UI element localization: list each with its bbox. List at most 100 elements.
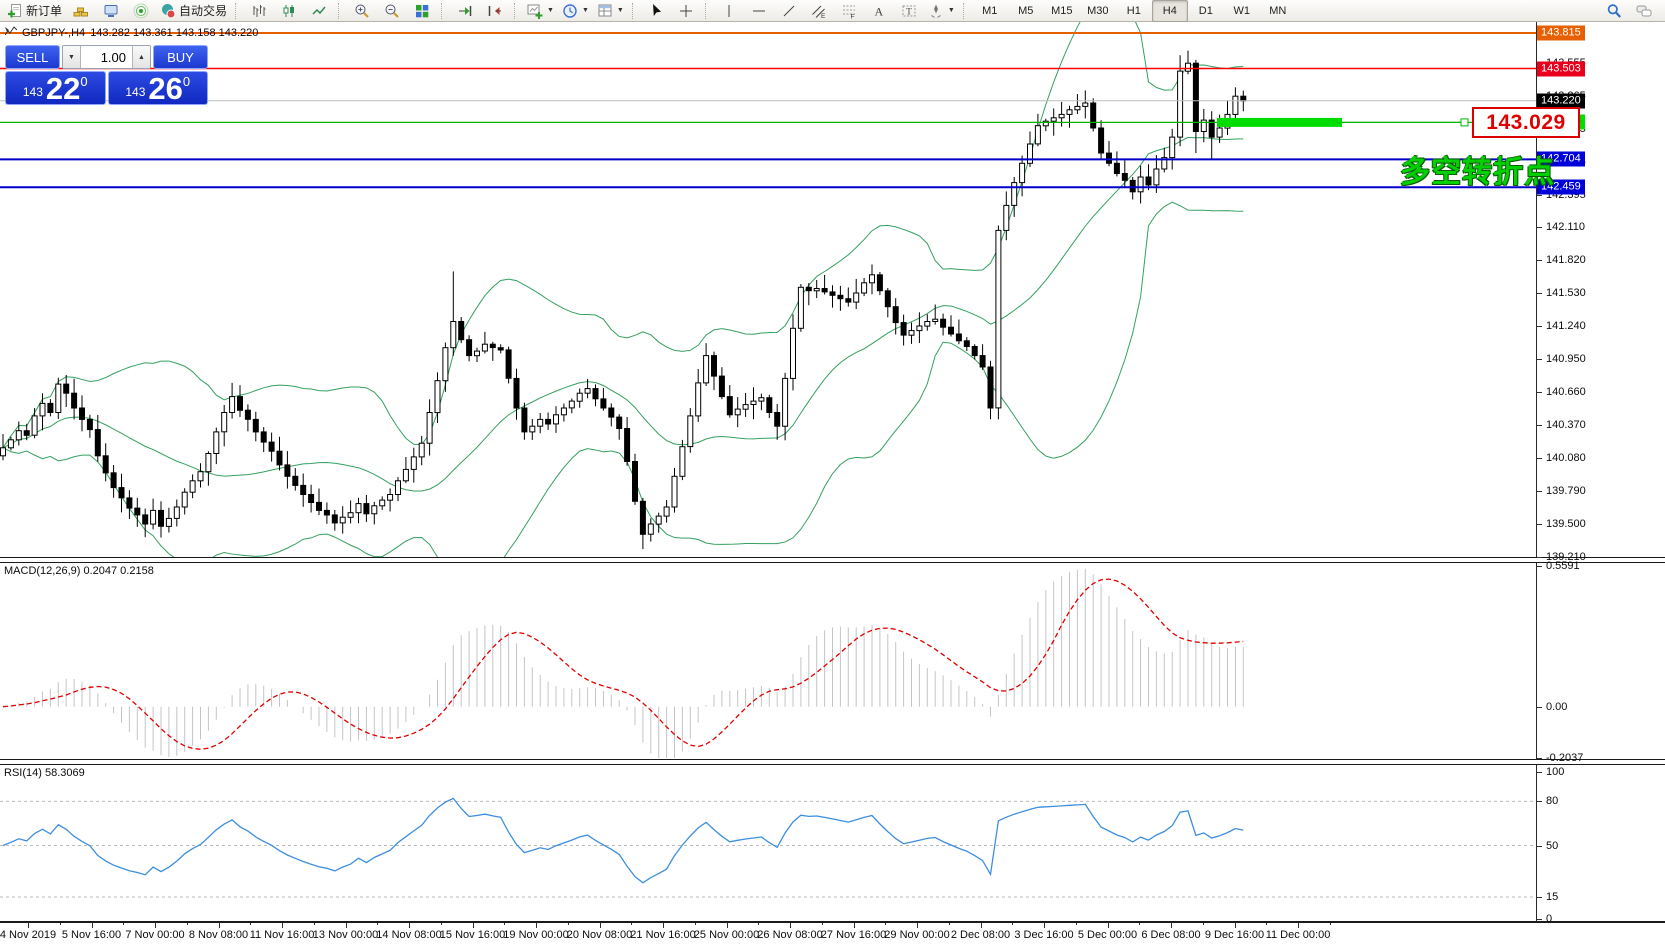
time-axis-label: 2 Dec 08:00 bbox=[950, 929, 1011, 941]
label-button[interactable]: T bbox=[894, 0, 924, 22]
timeframe-w1-button[interactable]: W1 bbox=[1233, 4, 1251, 17]
chart-title: GBPJPY-,H4 143.282 143.361 143.158 143.2… bbox=[4, 26, 258, 39]
cursor-icon bbox=[648, 3, 664, 19]
new-chart-button[interactable]: ▼ bbox=[523, 0, 558, 22]
time-axis-label: 29 Nov 00:00 bbox=[884, 929, 950, 941]
price-callout-143029[interactable]: 143.029 bbox=[1472, 107, 1580, 138]
text-a-icon: A bbox=[871, 3, 887, 19]
chevron-down-icon: ▼ bbox=[547, 7, 554, 14]
sell-price-display[interactable]: 143 22 0 bbox=[5, 71, 106, 105]
tline-button[interactable] bbox=[774, 0, 804, 22]
timeframe-m5-button[interactable]: M5 bbox=[1018, 4, 1034, 17]
price-tick-mark bbox=[1537, 326, 1542, 327]
buy-price-display[interactable]: 143 26 0 bbox=[107, 71, 208, 105]
macd-panel-separator[interactable] bbox=[0, 557, 1665, 563]
sell-button[interactable]: SELL bbox=[5, 45, 60, 69]
time-tick-major bbox=[1234, 923, 1236, 928]
timeframe-d1-button[interactable]: D1 bbox=[1198, 4, 1213, 17]
line-chart-button[interactable] bbox=[304, 0, 334, 22]
timeframe-mn-button[interactable]: MN bbox=[1269, 4, 1287, 17]
zoom-in-icon bbox=[354, 3, 370, 19]
price-tick-label: 141.530 bbox=[1546, 287, 1586, 299]
auto-scroll-button[interactable] bbox=[480, 0, 510, 22]
rsi-tick-mark bbox=[1537, 801, 1542, 803]
shapes-icon bbox=[928, 3, 944, 19]
main-chart-canvas[interactable] bbox=[0, 22, 1537, 558]
price-axis[interactable]: 143.555143.265142.975142.685142.395142.1… bbox=[1537, 0, 1665, 948]
time-tick-major bbox=[536, 923, 537, 928]
toolbar-right bbox=[1599, 1, 1659, 21]
chevron-down-icon: ▼ bbox=[947, 7, 955, 14]
chat-button[interactable] bbox=[1629, 0, 1659, 22]
volume-increase-button[interactable]: ▲ bbox=[132, 46, 150, 68]
timeframe-h1-button[interactable]: H1 bbox=[1126, 4, 1141, 17]
clock-button[interactable]: ▼ bbox=[558, 0, 593, 22]
new-order-icon bbox=[7, 3, 23, 19]
price-tick-label: 141.240 bbox=[1546, 320, 1586, 332]
bar-chart-button[interactable] bbox=[244, 0, 274, 22]
search-button[interactable] bbox=[1599, 0, 1629, 22]
new-chart-icon bbox=[527, 3, 543, 19]
time-tick-major bbox=[663, 923, 664, 928]
toolbar-separator bbox=[235, 2, 240, 19]
price-tick-mark bbox=[1537, 194, 1542, 196]
time-tick-major bbox=[599, 923, 601, 928]
shapes-button[interactable]: ▼ bbox=[924, 0, 959, 22]
macd-canvas[interactable] bbox=[0, 563, 1537, 759]
template-button[interactable]: ▼ bbox=[593, 0, 628, 22]
label-icon: T bbox=[901, 3, 917, 19]
text-a-button[interactable]: A bbox=[864, 0, 894, 22]
sell-price-prefix: 143 bbox=[22, 85, 43, 99]
autotrade-button[interactable]: 自动交易 bbox=[156, 0, 231, 22]
gold-button[interactable] bbox=[66, 0, 96, 22]
candle-chart-button[interactable] bbox=[274, 0, 304, 22]
buy-button[interactable]: BUY bbox=[153, 45, 208, 69]
hline-button[interactable] bbox=[744, 0, 774, 22]
time-axis-label: 9 Dec 16:00 bbox=[1204, 929, 1265, 941]
new-order-button[interactable]: 新订单 bbox=[3, 0, 66, 22]
candle-chart-icon bbox=[281, 3, 297, 19]
timeframe-h4-button[interactable]: H4 bbox=[1151, 0, 1188, 22]
time-tick-minor bbox=[59, 923, 61, 925]
autotrade-icon bbox=[160, 3, 176, 19]
price-tick-mark bbox=[1537, 227, 1542, 228]
channel-button[interactable]: E bbox=[804, 0, 834, 22]
time-tick-major bbox=[409, 923, 410, 928]
annotation-text[interactable]: 多空转折点 bbox=[1400, 156, 1555, 189]
price-tick-label: 139.790 bbox=[1546, 485, 1586, 497]
time-tick-minor bbox=[1139, 923, 1141, 925]
volume-decrease-button[interactable]: ▼ bbox=[63, 46, 81, 68]
timeframe-m15-button[interactable]: M15 bbox=[1051, 4, 1073, 17]
volume-input[interactable] bbox=[81, 46, 132, 68]
time-axis[interactable]: 4 Nov 2019 5 Nov 16:00 7 Nov 00:00 8 Nov 08… bbox=[0, 923, 1665, 948]
time-tick-minor bbox=[1075, 923, 1077, 925]
crosshair-button[interactable] bbox=[671, 0, 701, 22]
time-tick-major bbox=[1298, 923, 1299, 928]
time-tick-minor bbox=[1012, 923, 1014, 925]
fibo-icon: F bbox=[841, 3, 857, 19]
price-tick-label: 139.500 bbox=[1546, 518, 1586, 530]
macd-tick-mark bbox=[1537, 706, 1542, 708]
timeframe-m30-button[interactable]: M30 bbox=[1087, 4, 1109, 17]
tiles-button[interactable] bbox=[407, 0, 437, 22]
scroll-end-button[interactable] bbox=[450, 0, 480, 22]
scroll-end-icon bbox=[457, 3, 473, 19]
signal-button[interactable] bbox=[126, 0, 156, 22]
rsi-canvas[interactable] bbox=[0, 765, 1537, 921]
cursor-button[interactable] bbox=[641, 0, 671, 22]
rsi-panel-separator[interactable] bbox=[0, 759, 1665, 765]
time-tick-major bbox=[980, 923, 982, 928]
vline-button[interactable] bbox=[714, 0, 744, 22]
time-tick-major bbox=[1107, 923, 1109, 928]
terminal-button[interactable] bbox=[96, 0, 126, 22]
price-tick-label: 139.210 bbox=[1546, 551, 1586, 563]
timeframe-m1-button[interactable]: M1 bbox=[982, 4, 998, 17]
zoom-out-button[interactable] bbox=[377, 0, 407, 22]
sell-price-sup: 0 bbox=[80, 74, 88, 89]
zoom-out-icon bbox=[384, 3, 400, 19]
fibo-button[interactable]: F bbox=[834, 0, 864, 22]
zoom-in-button[interactable] bbox=[347, 0, 377, 22]
time-axis-label: 6 Dec 08:00 bbox=[1141, 929, 1201, 941]
time-axis-label: 21 Nov 16:00 bbox=[630, 929, 696, 941]
macd-tick-mark bbox=[1537, 566, 1542, 567]
